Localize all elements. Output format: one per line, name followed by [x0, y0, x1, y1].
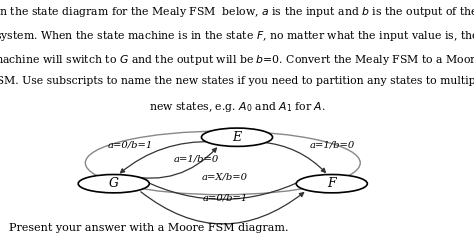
Circle shape	[201, 128, 273, 146]
Text: new states, e.g. $A_0$ and $A_1$ for $A$.: new states, e.g. $A_0$ and $A_1$ for $A$…	[149, 100, 325, 114]
Text: E: E	[232, 131, 242, 144]
Text: machine will switch to $G$ and the output will be $b$=0. Convert the Mealy FSM t: machine will switch to $G$ and the outpu…	[0, 53, 474, 67]
Text: FSM. Use subscripts to name the new states if you need to partition any states t: FSM. Use subscripts to name the new stat…	[0, 76, 474, 86]
Text: system. When the state machine is in the state $F$, no matter what the input val: system. When the state machine is in the…	[0, 29, 474, 43]
Text: Present your answer with a Moore FSM diagram.: Present your answer with a Moore FSM dia…	[9, 223, 289, 233]
Text: a=0/b=1: a=0/b=1	[202, 193, 248, 202]
Text: a=1/b=0: a=1/b=0	[309, 141, 355, 150]
FancyArrowPatch shape	[261, 142, 325, 172]
Text: a=X/b=0: a=X/b=0	[202, 172, 248, 181]
Circle shape	[78, 175, 149, 193]
Text: In the state diagram for the Mealy FSM  below, $a$ is the input and $b$ is the o: In the state diagram for the Mealy FSM b…	[0, 5, 474, 19]
Circle shape	[296, 175, 367, 193]
Text: a=1/b=0: a=1/b=0	[174, 154, 219, 163]
FancyArrowPatch shape	[141, 192, 304, 224]
FancyArrowPatch shape	[120, 142, 213, 173]
Text: F: F	[328, 177, 336, 190]
FancyArrowPatch shape	[142, 179, 304, 199]
FancyArrowPatch shape	[127, 148, 217, 178]
Text: a=0/b=1: a=0/b=1	[108, 141, 153, 150]
Text: G: G	[109, 177, 119, 190]
